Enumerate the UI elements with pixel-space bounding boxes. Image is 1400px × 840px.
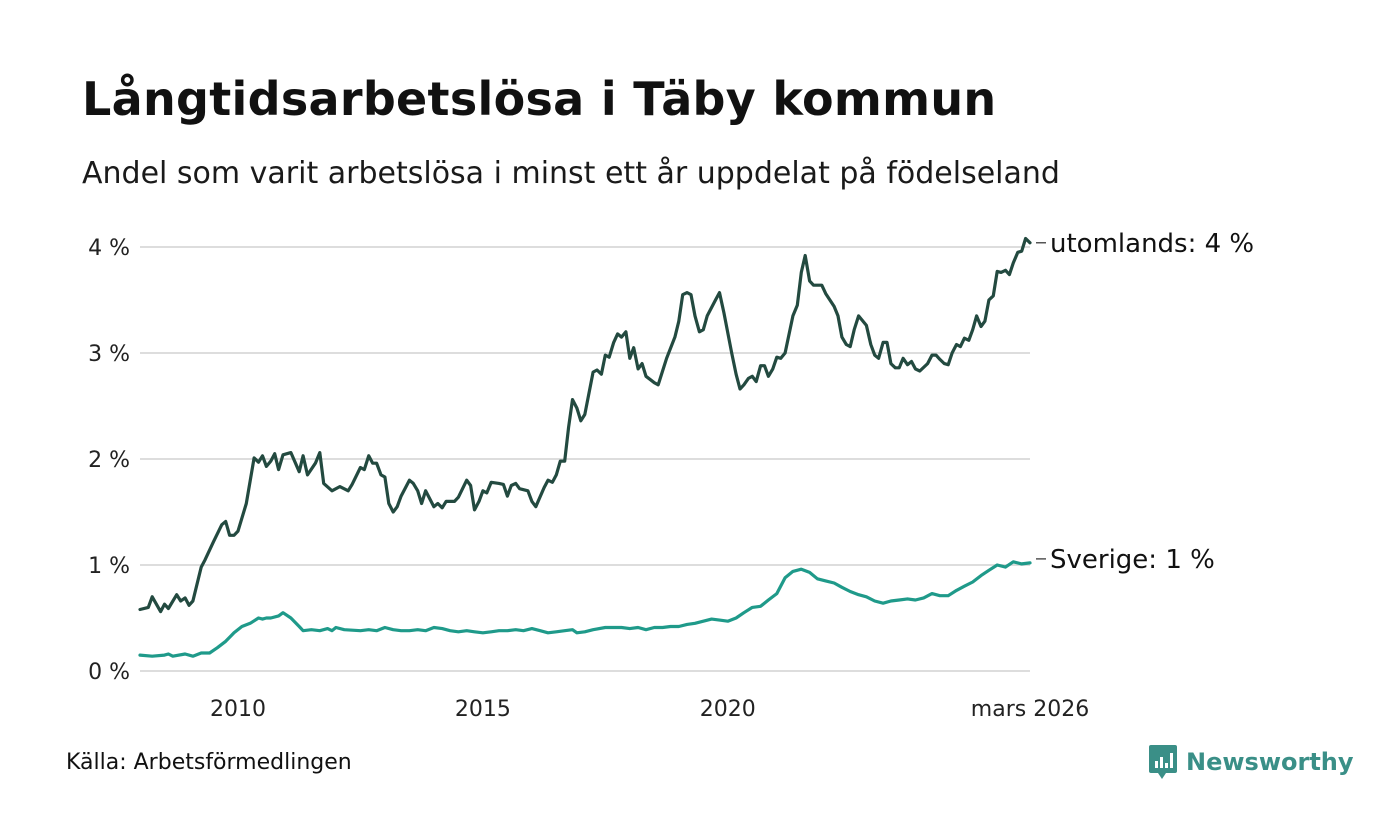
- x-tick-label-2015: 2015: [455, 697, 511, 720]
- series-lines: [138, 236, 1032, 658]
- x-tick-label-2010: 2010: [210, 697, 266, 720]
- x-axis-tick-labels: 2010 2015 2020 mars 2026: [210, 697, 1089, 720]
- y-tick-label-1: 1 %: [88, 554, 130, 579]
- y-tick-label-2: 2 %: [88, 448, 130, 473]
- chart-subtitle: Andel som varit arbetslösa i minst ett å…: [82, 156, 1060, 191]
- y-tick-label-0: 0 %: [88, 660, 130, 685]
- series-end-labels: utomlands: 4 % Sverige: 1 %: [1036, 229, 1254, 575]
- y-tick-label-4: 4 %: [88, 236, 130, 261]
- series-line-utomlands: [138, 236, 1032, 614]
- chart-title: Långtidsarbetslösa i Täby kommun: [82, 72, 997, 126]
- end-label-sverige: Sverige: 1 %: [1050, 545, 1215, 575]
- end-label-utomlands: utomlands: 4 %: [1050, 229, 1254, 259]
- y-axis-tick-labels: 0 % 1 % 2 % 3 % 4 %: [88, 236, 130, 685]
- y-tick-label-3: 3 %: [88, 342, 130, 367]
- x-tick-label-mars-2026: mars 2026: [971, 697, 1089, 720]
- brand-name: Newsworthy: [1186, 748, 1354, 776]
- brand-logo[interactable]: Newsworthy: [1148, 744, 1354, 780]
- x-tick-label-2020: 2020: [700, 697, 756, 720]
- newsworthy-logo-icon: [1149, 745, 1177, 779]
- source-note: Källa: Arbetsförmedlingen: [66, 750, 352, 775]
- line-chart: 0 % 1 % 2 % 3 % 4 % 2010 2015 2020 mars 2026 ut…: [88, 229, 1254, 720]
- series-line-sverige: [138, 560, 1032, 658]
